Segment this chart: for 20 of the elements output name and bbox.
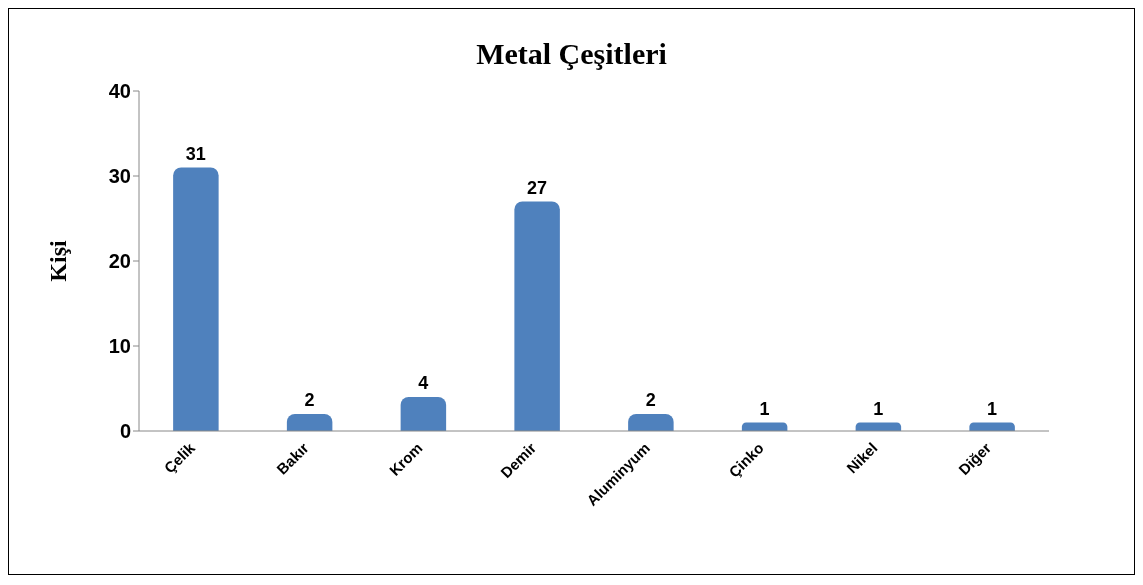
data-label: 1	[759, 398, 770, 419]
bar	[286, 414, 333, 431]
y-tick-label: 0	[119, 420, 131, 443]
y-tick-label: 10	[108, 335, 131, 358]
bar	[400, 397, 447, 431]
y-tick-label: 30	[108, 165, 131, 188]
y-tick-label: 40	[108, 80, 131, 103]
data-label: 1	[873, 398, 884, 419]
data-label: 4	[418, 373, 429, 393]
chart-title: Metal Çeşitleri	[475, 37, 668, 71]
bar	[628, 414, 674, 431]
data-label: 2	[304, 390, 315, 410]
data-label: 1	[987, 398, 998, 419]
y-tick-label: 20	[108, 250, 131, 273]
data-label: 2	[645, 390, 656, 410]
data-label: 31	[185, 143, 206, 164]
bar	[173, 167, 219, 431]
data-label: 27	[527, 177, 548, 198]
y-axis-title: Kişi	[44, 240, 71, 282]
bar	[514, 201, 560, 431]
